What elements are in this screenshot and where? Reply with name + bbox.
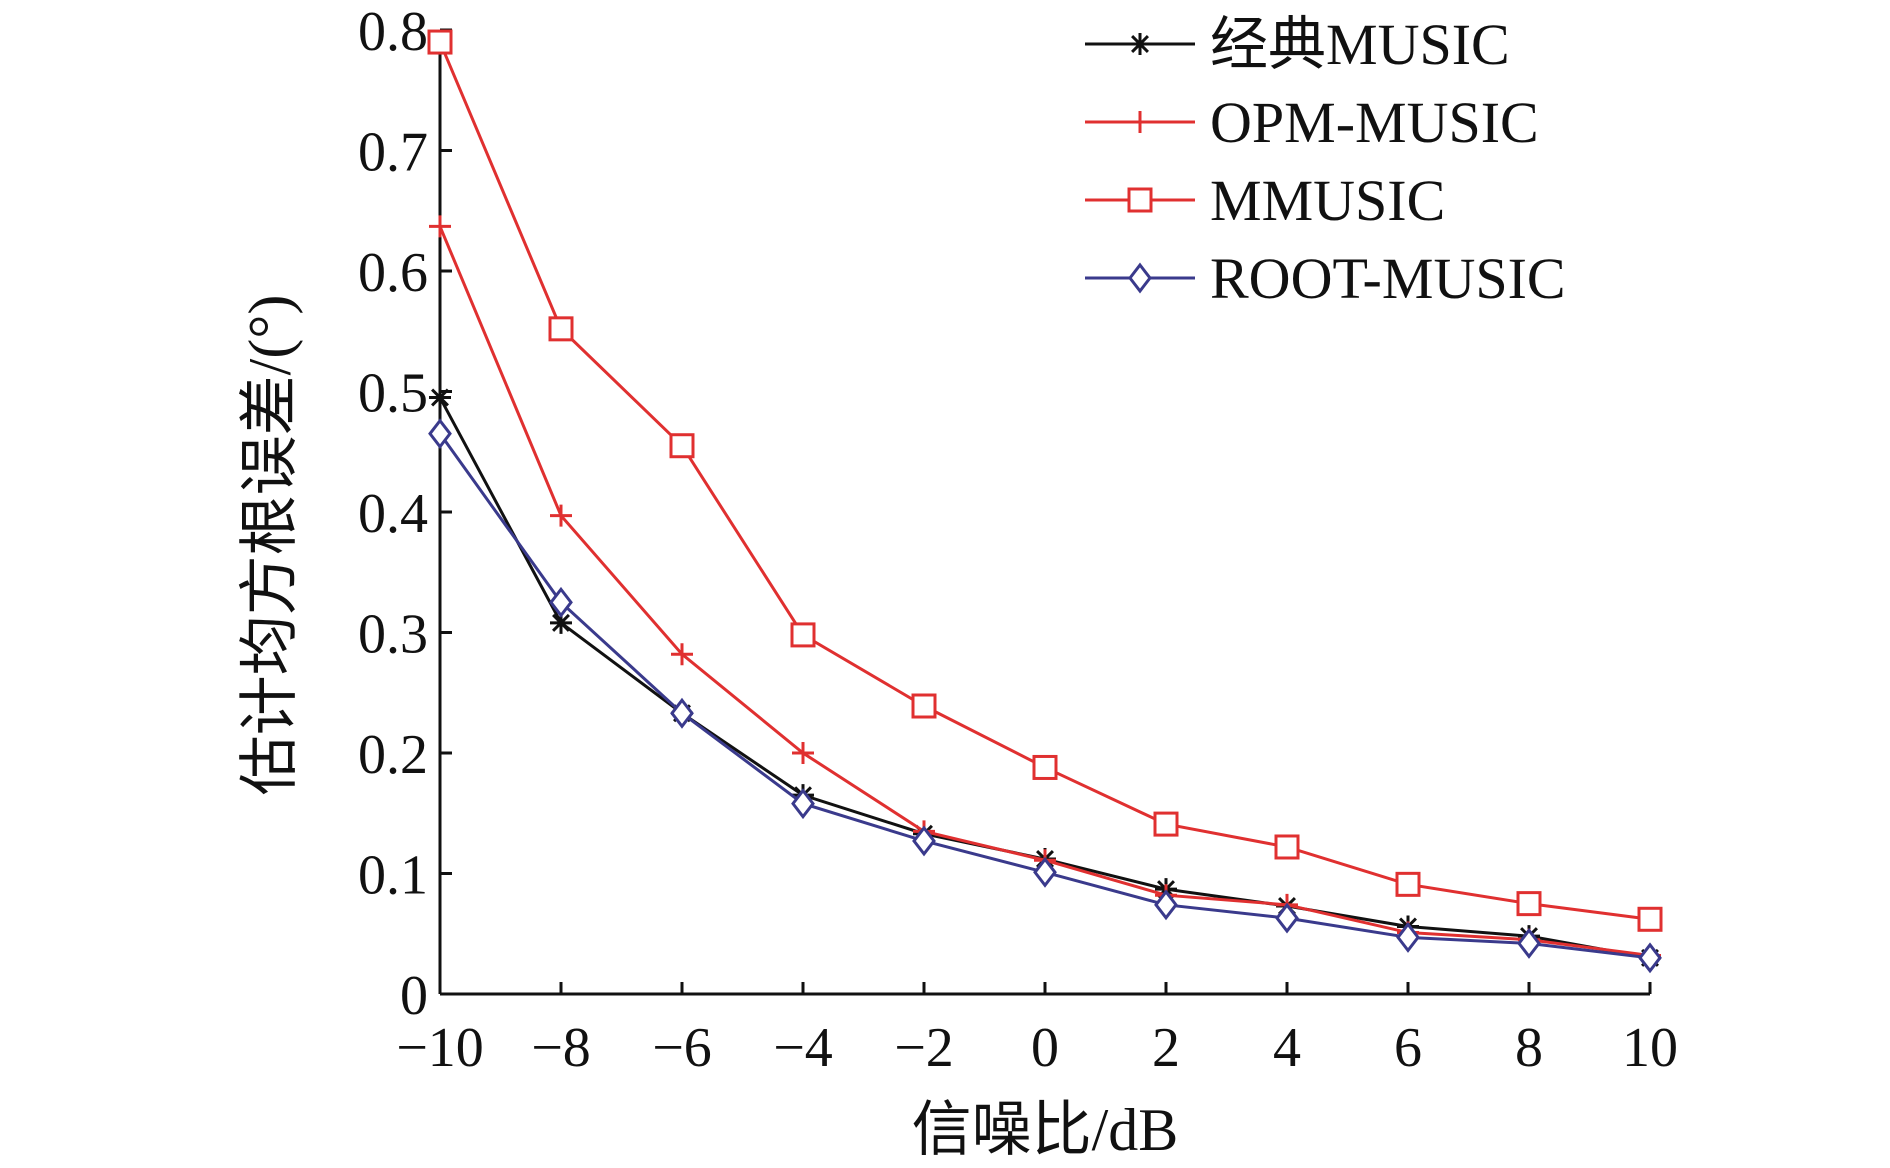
data-point	[911, 693, 937, 719]
x-tick-label: 6	[1394, 1017, 1422, 1079]
data-point	[790, 622, 816, 648]
y-tick-label: 0	[400, 965, 428, 1027]
legend-item-2: MMUSIC	[1085, 168, 1445, 233]
x-axis-label: 信噪比/dB	[912, 1097, 1179, 1163]
data-point	[1154, 889, 1178, 921]
data-point	[549, 586, 573, 618]
y-tick-label: 0.4	[358, 483, 428, 545]
x-tick-label: 10	[1622, 1017, 1678, 1079]
x-tick-label: −8	[531, 1017, 591, 1079]
y-axis-label: 估计均方根误差/(°)	[237, 295, 303, 796]
y-tick-label: 0.5	[358, 363, 428, 425]
data-point	[792, 742, 814, 764]
x-tick-label: −10	[396, 1017, 484, 1079]
legend-marker	[1129, 111, 1151, 133]
series-line	[438, 41, 1651, 921]
series-3	[428, 418, 1662, 974]
data-point	[428, 418, 452, 450]
x-tick-label: 0	[1031, 1017, 1059, 1079]
data-point	[669, 433, 695, 459]
data-point	[1517, 927, 1541, 959]
data-point	[1396, 921, 1420, 953]
x-tick-label: 8	[1515, 1017, 1543, 1079]
data-point	[1274, 834, 1300, 860]
series-layer	[427, 29, 1663, 974]
tick-labels: −10 −8 −6 −4 −2 0 2 4 6 8 10 0 0.1 0.2 0.3 0.4 0.5 0.6 0.7…	[358, 1, 1678, 1079]
legend-label: 经典MUSIC	[1210, 12, 1510, 77]
data-point	[550, 504, 572, 527]
data-point	[429, 386, 451, 409]
y-tick-label: 0.1	[358, 845, 428, 907]
series-2	[427, 29, 1663, 932]
data-point	[671, 643, 693, 666]
data-point	[548, 316, 574, 342]
series-line	[438, 225, 1651, 957]
data-point	[1032, 754, 1058, 780]
data-point	[1516, 891, 1542, 917]
legend-label: MMUSIC	[1210, 168, 1445, 233]
data-point	[1395, 871, 1421, 897]
x-tick-label: −4	[773, 1017, 833, 1079]
x-tick-label: −2	[894, 1017, 954, 1079]
legend-marker	[1129, 33, 1151, 55]
legend-label: OPM-MUSIC	[1210, 90, 1539, 155]
legend-item-1: OPM-MUSIC	[1085, 90, 1539, 155]
data-point	[791, 788, 815, 820]
data-point	[1638, 942, 1662, 974]
data-point	[550, 611, 572, 634]
x-tick-label: 2	[1152, 1017, 1180, 1079]
legend-marker	[1128, 262, 1152, 294]
y-tick-label: 0.2	[358, 724, 428, 786]
y-tick-label: 0.7	[358, 122, 428, 184]
series-1	[429, 215, 1661, 967]
data-point	[670, 697, 694, 729]
data-point	[1275, 902, 1299, 934]
data-point	[429, 215, 451, 238]
data-point	[427, 29, 453, 55]
data-point	[912, 825, 936, 857]
data-point	[1153, 811, 1179, 837]
y-tick-label: 0.6	[358, 242, 428, 304]
legend: 经典MUSIC OPM-MUSIC MMUSIC ROOT-MUSIC	[1085, 12, 1566, 311]
y-tick-label: 0.8	[358, 1, 428, 63]
data-point	[1033, 856, 1057, 888]
x-tick-label: −6	[652, 1017, 712, 1079]
legend-label: ROOT-MUSIC	[1210, 246, 1566, 311]
legend-item-3: ROOT-MUSIC	[1085, 246, 1566, 311]
x-tick-label: 4	[1273, 1017, 1301, 1079]
legend-marker	[1127, 187, 1153, 213]
legend-item-0: 经典MUSIC	[1085, 12, 1510, 77]
data-point	[1637, 906, 1663, 932]
y-tick-label: 0.3	[358, 604, 428, 666]
